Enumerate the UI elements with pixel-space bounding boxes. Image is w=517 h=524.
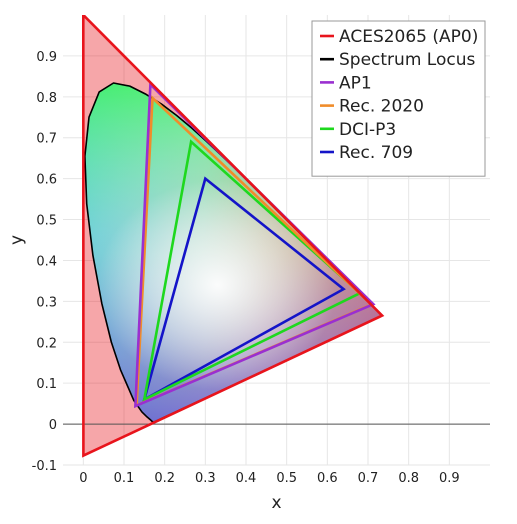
y-tick-label: -0.1 bbox=[32, 459, 57, 474]
y-tick-label: 0.1 bbox=[36, 377, 57, 392]
y-tick-label: 0.9 bbox=[36, 50, 57, 65]
x-tick-label: 0.9 bbox=[439, 471, 460, 486]
x-tick-label: 0.6 bbox=[317, 471, 338, 486]
x-tick-label: 0.4 bbox=[236, 471, 257, 486]
legend: ACES2065 (AP0) Spectrum Locus AP1 Rec. 2020… bbox=[311, 20, 486, 177]
y-tick-label: 0.5 bbox=[36, 214, 57, 229]
x-tick-label: 0.7 bbox=[358, 471, 379, 486]
y-tick-label: 0.7 bbox=[36, 132, 57, 147]
y-axis-label: y bbox=[7, 235, 27, 245]
legend-label: DCI-P3 bbox=[339, 120, 396, 140]
series-dci-p3-line bbox=[142, 139, 363, 402]
series-lines bbox=[82, 15, 385, 458]
legend-label: AP1 bbox=[339, 73, 372, 93]
legend-label: Rec. 709 bbox=[339, 143, 413, 163]
legend-label: Spectrum Locus bbox=[339, 50, 475, 70]
y-tick-label: 0.6 bbox=[36, 173, 57, 188]
y-tick-label: 0.8 bbox=[36, 91, 57, 106]
series-rec-709-line bbox=[142, 176, 346, 403]
x-tick-label: 0.5 bbox=[276, 471, 297, 486]
x-tick-label: 0.8 bbox=[398, 471, 419, 486]
x-tick-label: 0.1 bbox=[114, 471, 135, 486]
tick-labels: 0 0.1 0.2 0.3 0.4 0.5 0.6 0.7 0.8 0.9 -0.1 0 0.1 0.2 0… bbox=[32, 50, 460, 486]
legend-label: Rec. 2020 bbox=[339, 97, 424, 117]
y-tick-label: 0.4 bbox=[36, 254, 57, 269]
y-tick-label: 0.3 bbox=[36, 295, 57, 310]
y-tick-label: 0.2 bbox=[36, 336, 57, 351]
x-tick-label: 0.2 bbox=[154, 471, 175, 486]
x-tick-label: 0 bbox=[79, 471, 87, 486]
legend-box bbox=[311, 20, 486, 177]
legend-label: ACES2065 (AP0) bbox=[339, 27, 478, 47]
series-aces2065-ap0-line bbox=[82, 15, 385, 458]
y-tick-label: 0 bbox=[49, 418, 57, 433]
x-axis-label: x bbox=[271, 493, 281, 513]
x-tick-label: 0.3 bbox=[195, 471, 216, 486]
locus-white bbox=[97, 180, 338, 390]
